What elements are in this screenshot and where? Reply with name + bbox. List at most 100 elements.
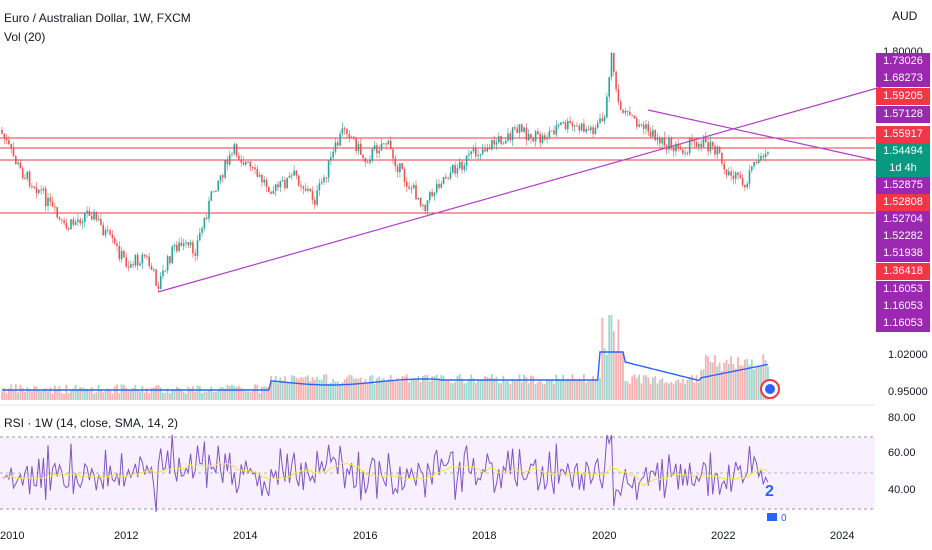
candle [456,168,459,174]
volume-bar [100,390,102,400]
candle [468,154,470,156]
candle [231,153,233,155]
volume-bar [219,386,222,400]
candle [656,137,659,141]
volume-bar [392,380,394,400]
candle [49,197,52,202]
candle [293,170,295,176]
candle [95,211,98,220]
volume-bar [458,374,461,400]
candle [155,269,157,286]
candle [369,160,371,163]
candle [714,145,716,155]
price-badge: 1.52808 [876,194,930,211]
candle [546,137,548,140]
candle [366,162,369,164]
volume-bar [189,388,192,400]
candle [337,142,339,146]
candle [525,127,528,141]
volume-bar [629,383,631,400]
volume-bar [755,365,758,400]
volume-bar [169,393,171,400]
volume-bar [178,387,180,400]
rsi-title[interactable]: RSI · 1W (14, close, SMA, 14, 2) [4,416,179,430]
candle [176,244,178,251]
candle [104,229,107,236]
volume-bar [734,368,737,400]
candle [590,127,592,131]
candle [58,217,61,220]
volume-bar [40,391,42,400]
volume-bar [63,393,65,400]
volume-bar [295,377,298,400]
volume-bar [684,383,686,400]
volume-indicator-label[interactable]: Vol (20) [4,30,46,44]
volume-bar [120,384,123,400]
candle [212,191,215,193]
candle [325,177,328,179]
candle [93,211,95,220]
candle [624,110,627,113]
candle [222,175,224,178]
volume-bar [215,391,217,400]
volume-bar [242,389,245,400]
candle [615,71,617,90]
volume-bar [721,370,723,400]
volume-bar [332,379,335,400]
volume-bar [281,380,284,400]
volume-bar [399,381,401,400]
volume-bar [54,385,56,400]
volume-bar [433,376,436,400]
volume-bar [106,388,109,400]
price-candles [1,52,769,293]
volume-bar [37,390,40,400]
volume-bar [26,387,29,400]
volume-bar [497,382,500,400]
volume-bar [385,381,387,400]
candle [196,240,199,256]
candle [470,151,472,155]
candle [762,155,765,158]
candle [691,138,693,142]
candle [288,175,291,178]
volume-bar [686,379,689,400]
volume-bar [10,384,13,400]
candle [208,200,210,219]
candle [84,213,86,222]
volume-bar [481,379,484,400]
volume-bar [17,392,19,400]
volume-bar [504,381,507,400]
candle [249,161,252,168]
volume-bar [272,381,275,400]
candle [486,148,489,152]
volume-bar [95,392,98,400]
volume-bar [187,386,190,400]
candle [548,131,551,138]
volume-bar [35,386,38,400]
volume-bar [596,379,599,400]
candle [254,167,256,170]
volume-bar [695,375,698,400]
price-badge: 1.68273 [876,70,930,87]
candle [527,134,530,141]
volume-bar [313,379,316,400]
volume-bar [585,382,588,400]
candle [392,149,394,159]
candle [396,166,399,173]
volume-bar [477,379,479,400]
volume-bar [376,378,378,400]
volume-bar [725,359,728,400]
candle [636,118,638,127]
volume-bar [571,374,574,400]
volume-bar [546,380,548,400]
candle [631,115,633,117]
volume-bar [741,365,744,400]
volume-bar [136,389,139,400]
volume-bar [746,358,749,400]
volume-bar [180,389,183,400]
volume-bar [539,380,542,400]
candle [488,148,491,150]
candle [194,253,196,256]
symbol-title[interactable]: Euro / Australian Dollar, 1W, FXCM [4,11,191,25]
